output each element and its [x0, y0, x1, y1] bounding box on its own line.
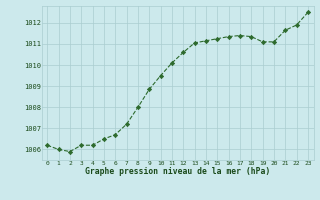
X-axis label: Graphe pression niveau de la mer (hPa): Graphe pression niveau de la mer (hPa)	[85, 167, 270, 176]
